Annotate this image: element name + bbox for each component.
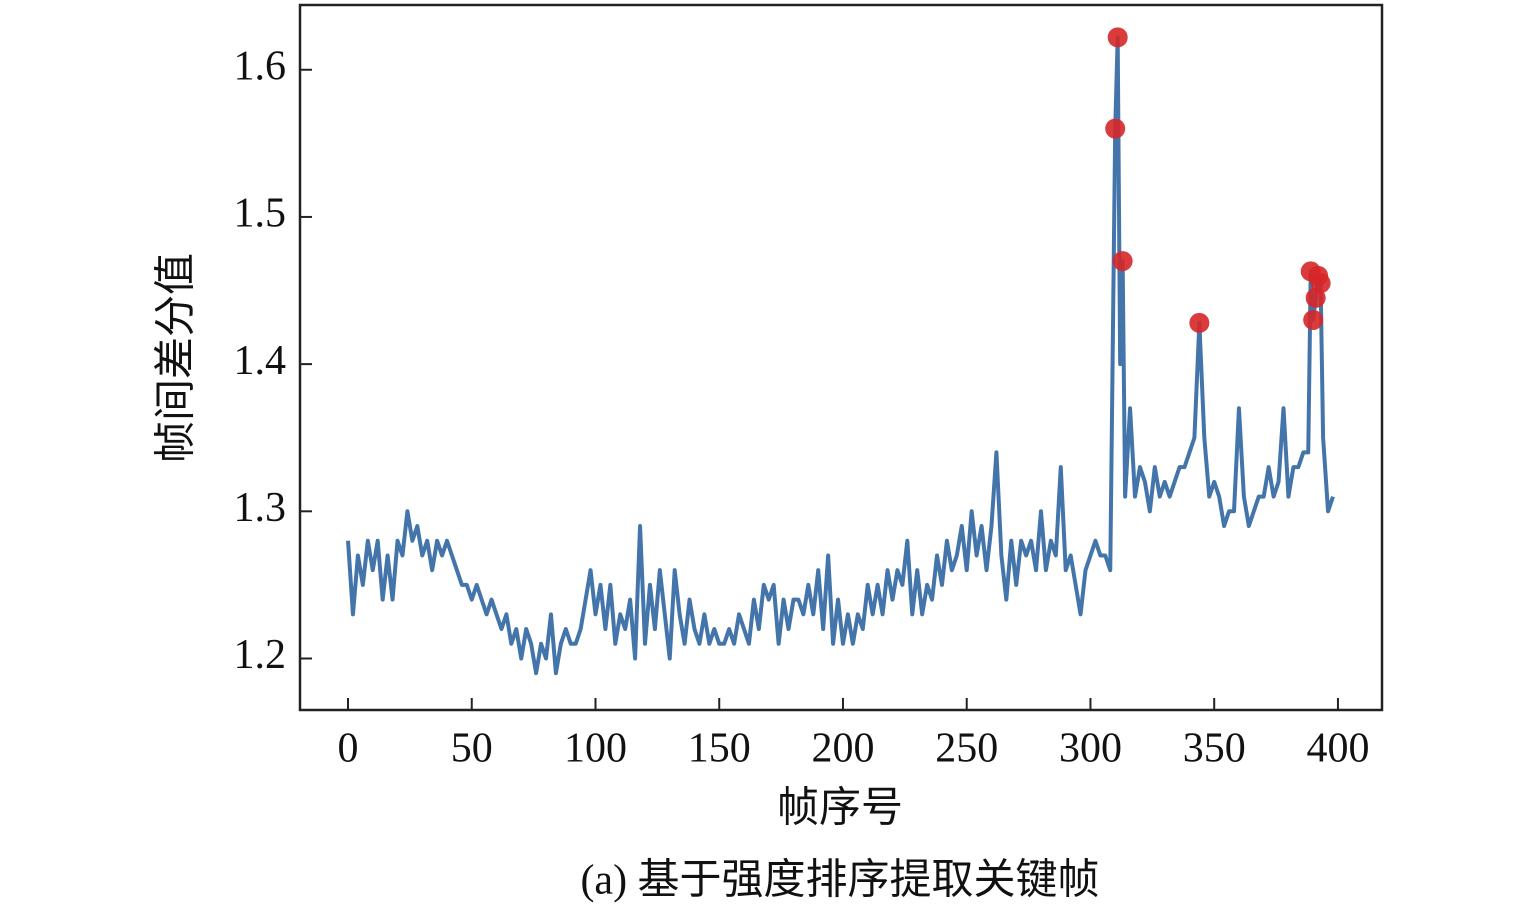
- x-tick-label: 150: [688, 726, 751, 772]
- plot-frame: [298, 3, 1384, 712]
- y-tick-label: 1.3: [234, 485, 287, 531]
- y-tick-label: 1.2: [234, 632, 287, 678]
- y-tick-label: 1.5: [234, 191, 287, 237]
- key-frame-point: [1105, 118, 1126, 139]
- key-frame-point: [1310, 273, 1331, 294]
- chart-title: (a) 基于强度排序提取关键帧: [580, 858, 1099, 904]
- key-frame-point: [1107, 27, 1128, 48]
- y-axis-label: 帧间差分值: [154, 253, 200, 463]
- key-frame-point: [1189, 312, 1210, 333]
- data-line: [346, 35, 1335, 676]
- y-tick-label: 1.6: [234, 43, 287, 89]
- x-tick-label: 250: [935, 726, 998, 772]
- x-tick-label: 400: [1306, 726, 1369, 772]
- x-tick-label: 50: [451, 726, 493, 772]
- x-tick-label: 350: [1183, 726, 1246, 772]
- x-tick-label: 300: [1059, 726, 1122, 772]
- x-tick-label: 0: [338, 726, 359, 772]
- key-frame-point: [1112, 251, 1133, 272]
- x-tick-label: 200: [811, 726, 874, 772]
- y-tick-label: 1.4: [234, 338, 287, 384]
- x-tick-label: 100: [564, 726, 627, 772]
- key-frame-point: [1303, 309, 1324, 330]
- x-axis-label: 帧序号: [777, 786, 903, 832]
